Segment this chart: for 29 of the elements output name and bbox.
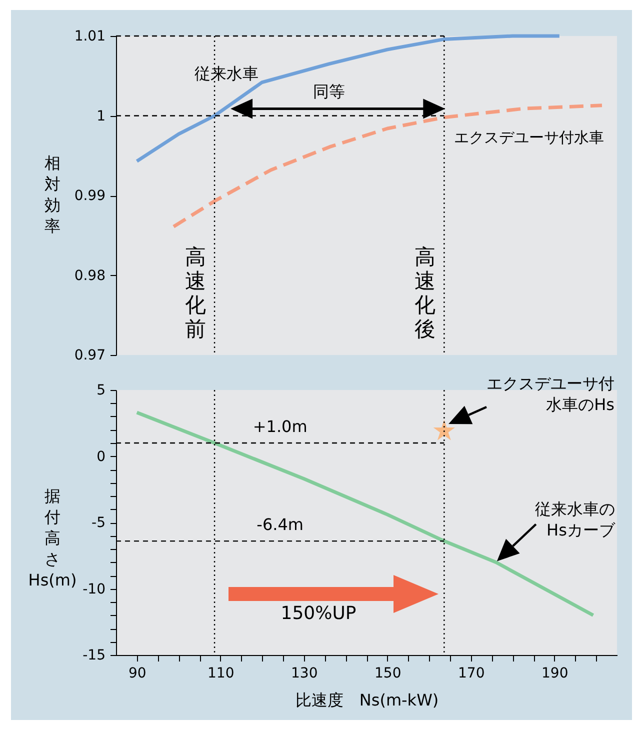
annotation: エクスデユーサ付水車のHs [486,374,614,414]
y-tick-label: 0.98 [74,268,106,284]
ref-line-label: -6.4m [256,515,304,534]
y-tick-label: -5 [92,515,106,531]
annotation: 150%UP [280,603,356,624]
x-tick-label: 150 [374,666,402,682]
y-tick-label: -10 [82,581,106,598]
ref-line-label: +1.0m [252,417,308,436]
ref-line-label: 高速化前 [185,245,206,341]
y-axis-title: 据付高さHs(m) [28,486,77,590]
annotation: 従来水車のHsカーブ [534,499,616,540]
y-tick-label: -15 [82,648,106,664]
y-tick-label: 0.97 [74,348,106,364]
x-tick-label: 90 [128,666,146,682]
y-tick-label: 0 [96,448,106,465]
y-tick-label: 5 [96,382,106,398]
y-tick-label: 1 [96,108,106,124]
x-axis-title: 比速度 Ns(m-kW) [295,690,439,710]
x-tick-label: 190 [542,666,568,682]
x-tick-label: 170 [458,666,485,682]
annotation: 同等 [312,82,345,101]
ref-line-label: 高速化後 [414,245,436,341]
y-axis-title: 相対効率 [44,154,60,236]
y-tick-label: 1.01 [74,28,106,44]
x-tick-label: 130 [291,666,318,682]
x-tick-label: 110 [208,666,234,682]
series-label: エクスデユーサ付水車 [454,128,604,146]
series-label: 従来水車 [194,64,259,83]
y-tick-label: 0.99 [74,188,106,204]
